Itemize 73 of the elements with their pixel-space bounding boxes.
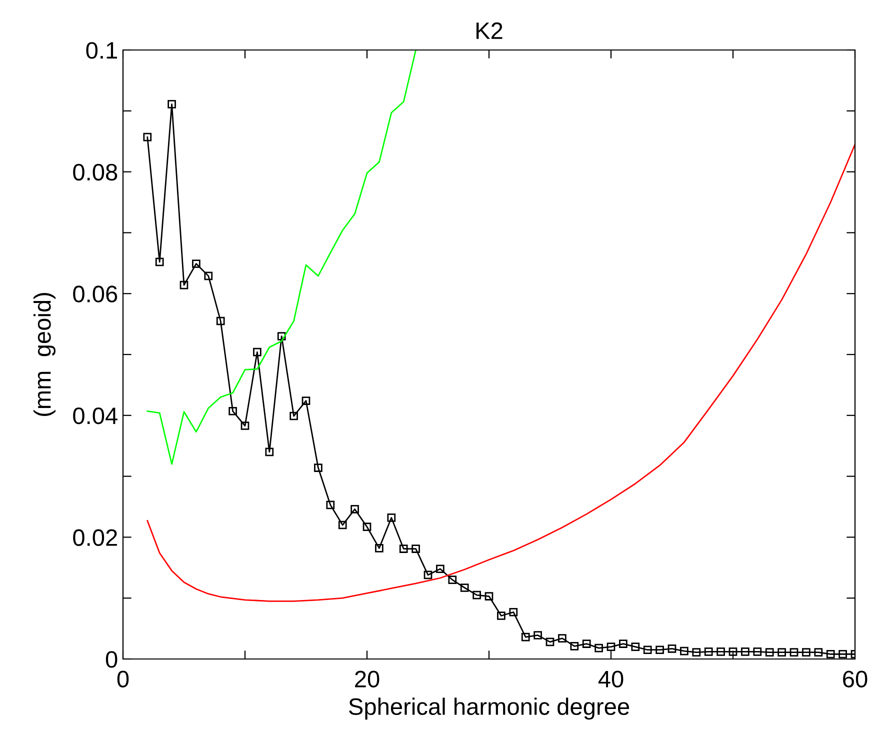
point <box>448 576 457 584</box>
point <box>460 584 469 592</box>
point <box>656 646 664 654</box>
point <box>680 646 688 656</box>
point <box>802 648 810 656</box>
y-axis-title: (mm geoid) <box>34 292 56 416</box>
point <box>728 648 738 656</box>
y-tick-label: 0.1 <box>86 42 117 59</box>
point <box>240 422 250 430</box>
point <box>424 570 432 580</box>
x-tick-label: 40 <box>598 670 624 688</box>
point <box>741 648 750 656</box>
point <box>375 544 384 552</box>
point <box>314 464 322 472</box>
point <box>192 260 200 268</box>
point <box>350 505 359 514</box>
x-axis-title: Spherical harmonic degree <box>348 698 630 720</box>
point <box>155 258 164 266</box>
point <box>228 406 237 416</box>
point <box>534 631 542 640</box>
x-tick-label: 60 <box>843 670 868 688</box>
y-tick-label: 0.04 <box>73 407 118 424</box>
point <box>277 332 286 340</box>
point <box>790 648 798 656</box>
point <box>558 634 566 642</box>
y-tick-label: 0.06 <box>73 286 118 302</box>
point <box>387 514 396 522</box>
point <box>362 522 372 532</box>
point <box>765 648 774 656</box>
point <box>497 612 506 620</box>
x-tick-label: 0 <box>117 670 129 688</box>
y-tick-label: 0.02 <box>73 529 117 546</box>
point <box>716 648 725 656</box>
point <box>753 648 762 656</box>
point <box>143 132 152 142</box>
point <box>631 642 640 651</box>
point <box>253 348 262 356</box>
point <box>216 316 225 326</box>
point <box>606 642 616 651</box>
point <box>704 648 713 656</box>
point <box>484 592 494 600</box>
line-series <box>146 50 416 465</box>
y-tick-label: 0.08 <box>73 164 118 181</box>
point <box>290 412 298 420</box>
point <box>594 644 603 652</box>
point <box>546 638 554 646</box>
point <box>643 646 652 654</box>
point <box>668 644 676 653</box>
point <box>399 544 408 553</box>
point <box>204 272 213 280</box>
point <box>180 280 188 290</box>
point <box>168 100 176 108</box>
point <box>436 564 444 574</box>
point <box>838 650 847 658</box>
x-tick-label: 20 <box>355 670 380 688</box>
point <box>826 650 835 658</box>
point <box>814 648 823 656</box>
chart-title: K2 <box>476 22 502 39</box>
point <box>509 608 518 616</box>
point <box>582 640 591 648</box>
point <box>521 632 530 642</box>
point <box>778 648 786 656</box>
point <box>412 544 420 553</box>
point <box>692 648 701 656</box>
point <box>619 640 628 648</box>
point <box>338 520 347 530</box>
point <box>472 590 481 600</box>
line-series <box>146 144 855 602</box>
point <box>265 448 274 456</box>
point <box>570 642 579 650</box>
point <box>326 500 335 510</box>
point <box>302 396 310 405</box>
y-tick-label: 0 <box>106 651 118 668</box>
